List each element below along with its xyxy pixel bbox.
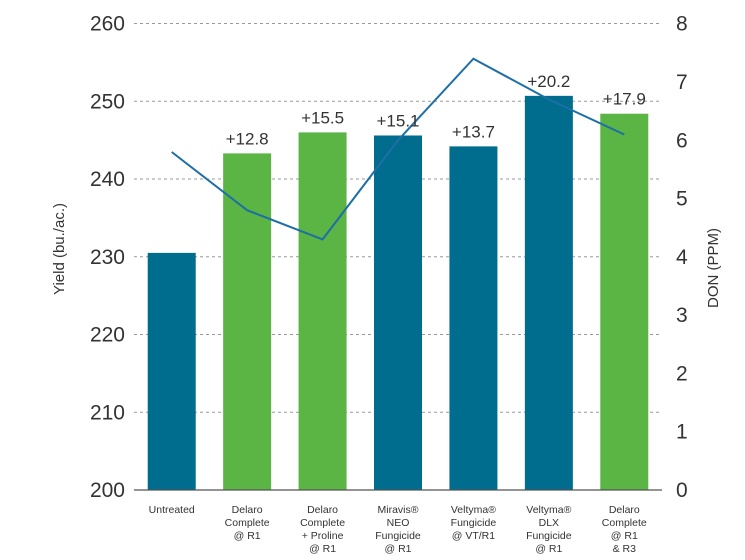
bar bbox=[223, 153, 272, 490]
labels: +12.8+15.5 +15.1+13.7+20.2+17.92002102202… bbox=[51, 13, 722, 555]
data-label: +15.5 bbox=[301, 108, 344, 127]
y2-tick-label: 5 bbox=[676, 188, 688, 211]
y2-tick-label: 4 bbox=[676, 246, 688, 269]
category-label-line: @ R1 bbox=[385, 543, 412, 555]
data-label: +13.7 bbox=[452, 122, 495, 141]
category-label-line: @ R1 bbox=[234, 530, 261, 542]
y2-axis-title: DON (PPM) bbox=[705, 228, 722, 308]
y2-tick-label: 7 bbox=[676, 71, 688, 94]
category-label-line: Complete bbox=[602, 517, 647, 529]
category-label: Veltyma® DLX Fungicide @ R1 bbox=[526, 504, 572, 555]
y-tick-label: 230 bbox=[90, 246, 125, 269]
don-line-layer bbox=[171, 57, 625, 241]
data-label: +17.9 bbox=[603, 90, 646, 109]
category-label-line: Complete bbox=[300, 517, 345, 529]
bar bbox=[147, 252, 196, 490]
category-label: Delaro Complete + Proline @ R1 bbox=[300, 504, 345, 555]
y-tick-label: 260 bbox=[90, 13, 125, 36]
category-label-line: Complete bbox=[225, 517, 270, 529]
y2-tick-label: 2 bbox=[676, 362, 688, 385]
y-tick-label: 240 bbox=[90, 168, 125, 191]
y-tick-label: 210 bbox=[90, 401, 125, 424]
bars bbox=[147, 95, 649, 491]
category-label-line: @ VT/R1 bbox=[452, 530, 495, 542]
y-axis-title: Yield (bu./ac.) bbox=[51, 203, 68, 295]
category-label-line: Delaro bbox=[609, 504, 640, 516]
category-label-line: Fungicide bbox=[375, 530, 421, 542]
category-label-line: Untreated bbox=[149, 504, 195, 516]
category-label-line: DLX bbox=[539, 517, 559, 529]
category-label: Delaro Complete @ R1 & R3 bbox=[602, 504, 647, 555]
bar bbox=[449, 146, 498, 490]
category-label-line: Delaro bbox=[232, 504, 263, 516]
category-label: Delaro Complete @ R1 bbox=[225, 504, 270, 542]
category-label: Untreated bbox=[149, 504, 195, 516]
data-label: +15.1 bbox=[376, 111, 419, 130]
bar bbox=[524, 95, 573, 490]
category-label-line: Fungicide bbox=[451, 517, 497, 529]
bar bbox=[600, 113, 649, 490]
category-label-line: Fungicide bbox=[526, 530, 572, 542]
bar bbox=[298, 132, 347, 491]
data-label: +12.8 bbox=[226, 129, 269, 148]
category-label-line: + Proline bbox=[302, 530, 344, 542]
category-label-line: @ R1 bbox=[535, 543, 562, 555]
category-label-line: Delaro bbox=[307, 504, 338, 516]
data-label: +20.2 bbox=[527, 72, 570, 91]
y2-tick-label: 0 bbox=[676, 479, 688, 502]
category-label-line: Veltyma® bbox=[526, 504, 571, 516]
y2-tick-label: 1 bbox=[676, 421, 688, 444]
don-series-line bbox=[171, 57, 625, 241]
category-label-line: Miravis® bbox=[378, 504, 419, 516]
category-label: Veltyma® Fungicide @ VT/R1 bbox=[451, 504, 497, 542]
category-label-line: & R3 bbox=[613, 543, 637, 555]
y-tick-label: 250 bbox=[90, 90, 125, 113]
y-tick-label: 220 bbox=[90, 324, 125, 347]
y2-tick-label: 6 bbox=[676, 129, 688, 152]
category-label-line: Veltyma® bbox=[451, 504, 496, 516]
bar bbox=[374, 135, 422, 491]
y-tick-label: 200 bbox=[90, 479, 125, 502]
category-label: Miravis® NEO Fungicide @ R1 bbox=[375, 504, 421, 555]
y2-tick-label: 3 bbox=[676, 304, 688, 327]
category-label-line: @ R1 bbox=[309, 543, 336, 555]
y2-tick-label: 8 bbox=[676, 13, 688, 36]
category-label-line: NEO bbox=[387, 517, 410, 529]
category-label-line: @ R1 bbox=[611, 530, 638, 542]
